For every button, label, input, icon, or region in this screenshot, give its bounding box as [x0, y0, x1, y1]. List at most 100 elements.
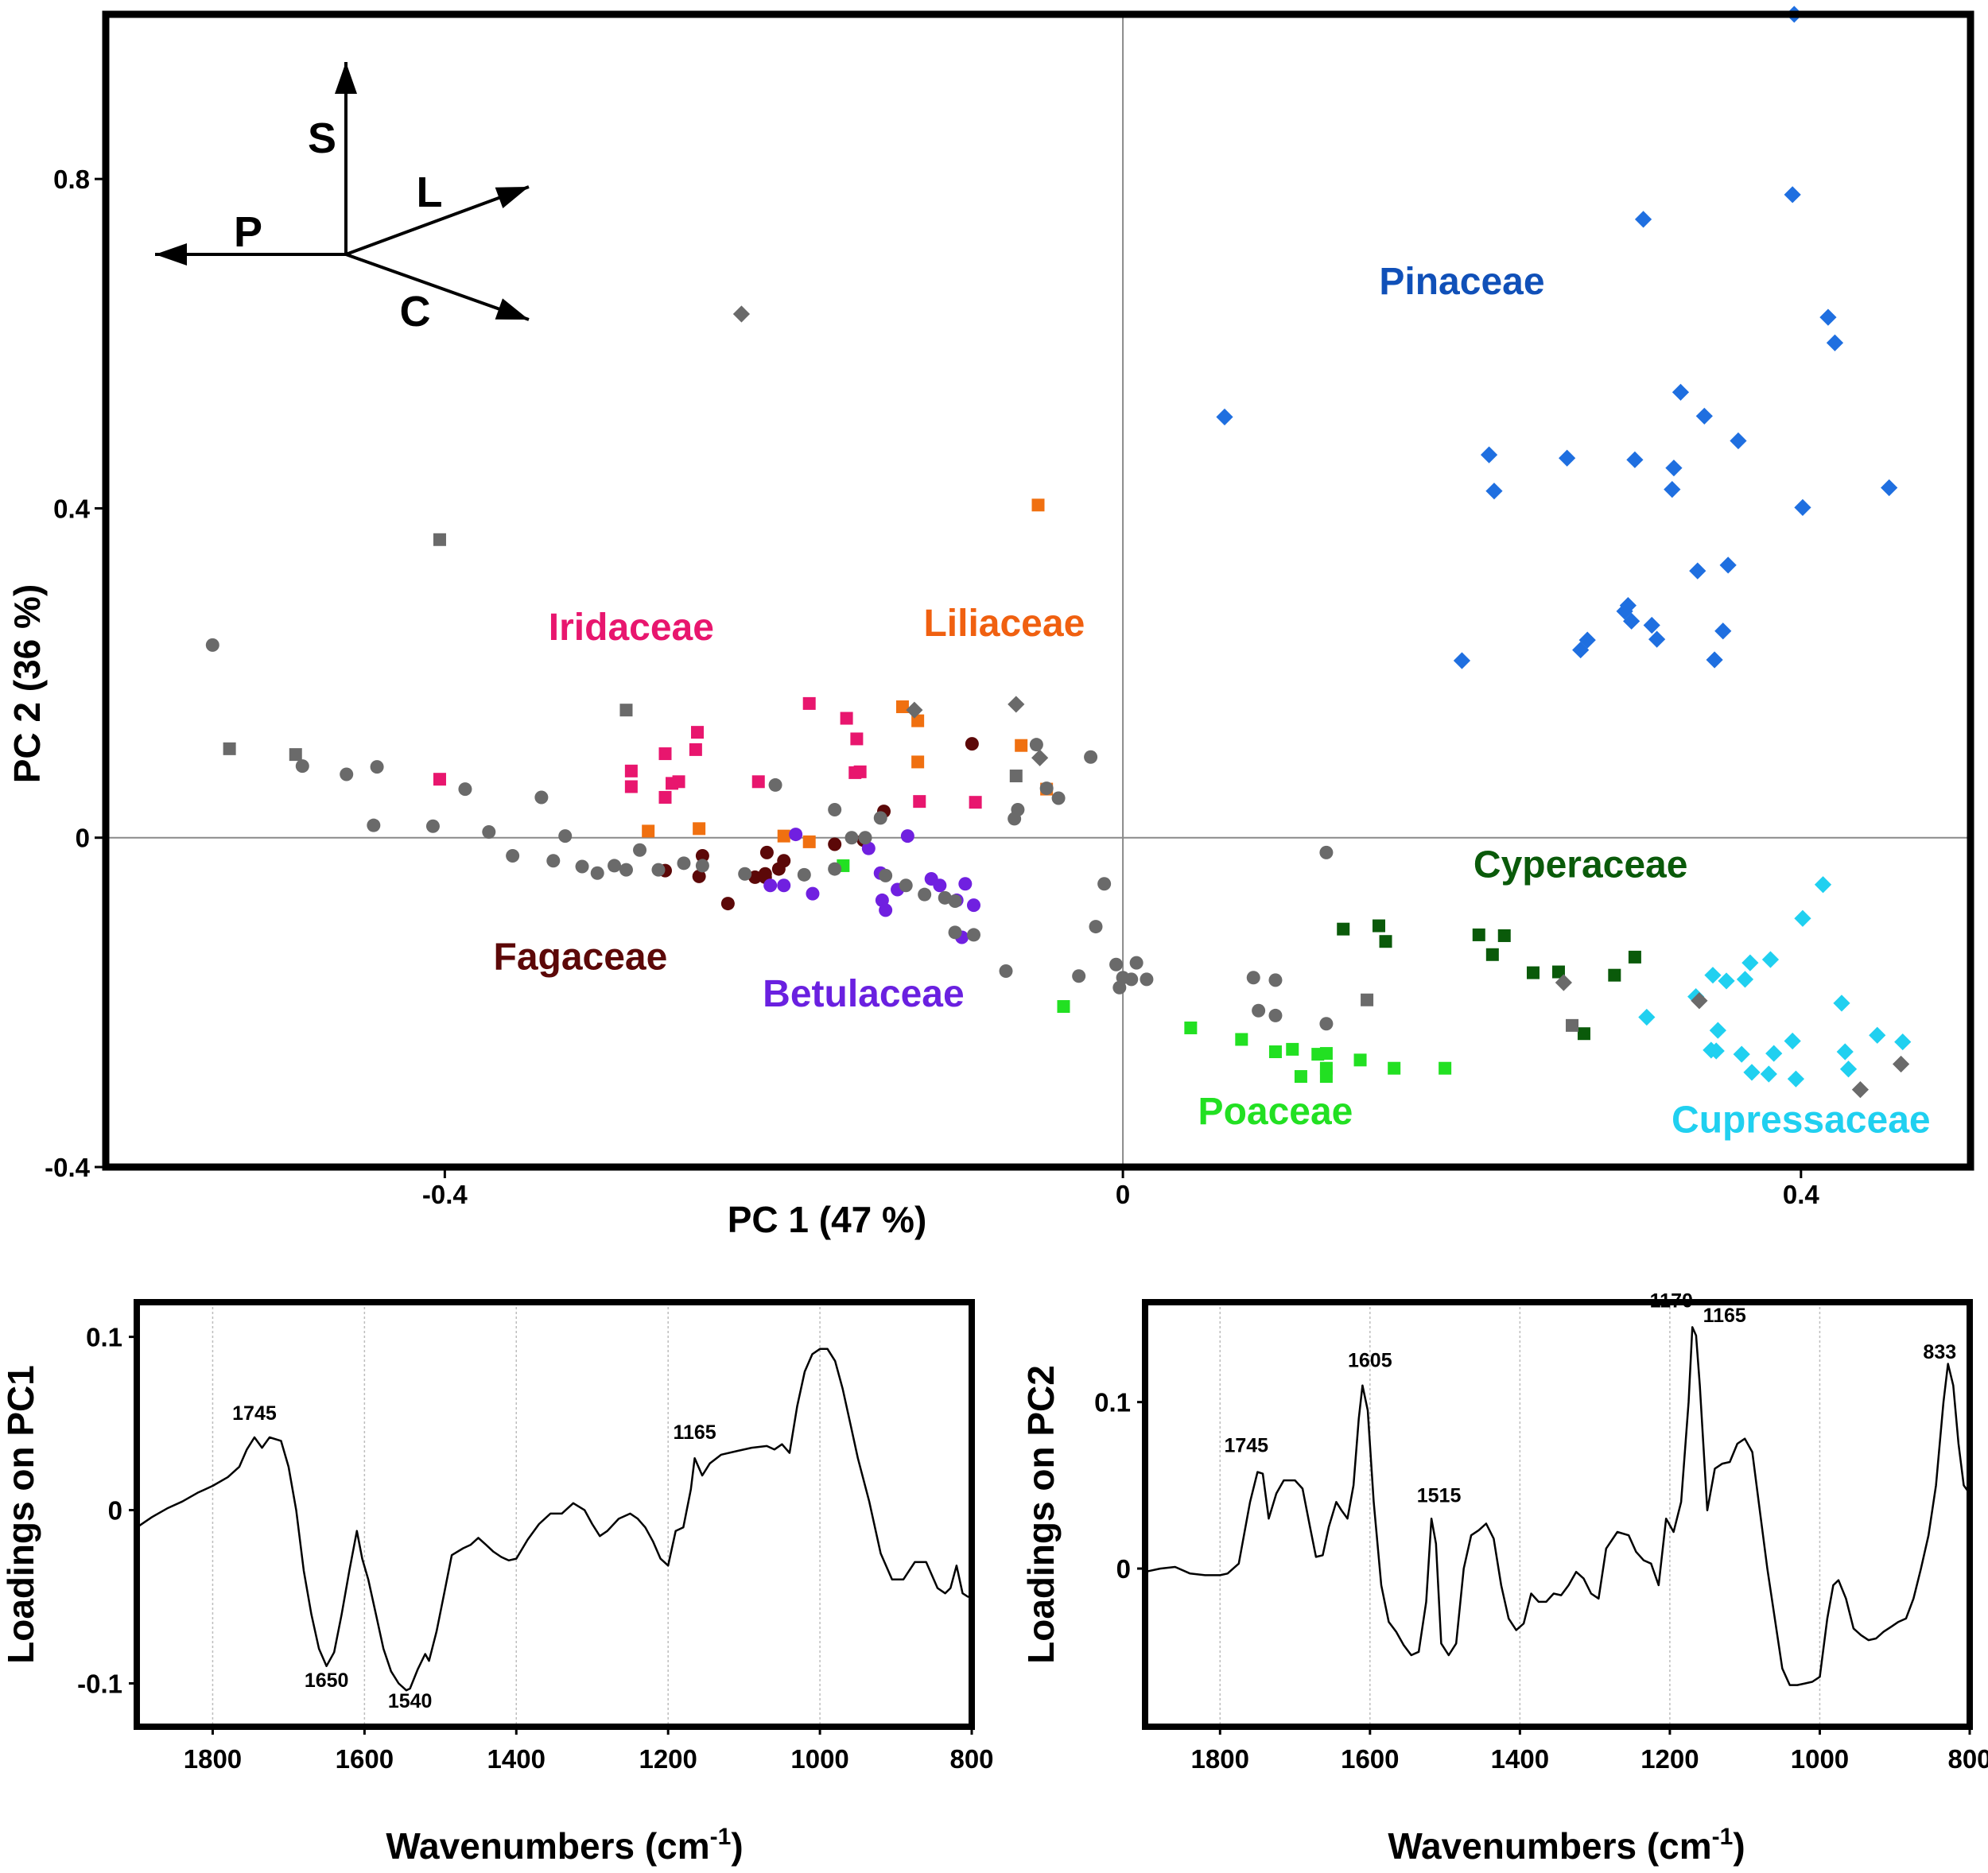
peak-label: 1540	[388, 1690, 433, 1712]
cupressaceae-point	[1736, 971, 1754, 988]
unassigned-point	[1892, 1055, 1910, 1073]
x-tick-label: 1800	[184, 1744, 242, 1774]
pinaceae-point	[1881, 479, 1898, 497]
x-tick-label: 1600	[336, 1744, 394, 1774]
pinaceae-point	[1648, 630, 1666, 648]
y-tick-label: -0.4	[45, 1153, 91, 1182]
cupressaceae-point	[1743, 1064, 1761, 1081]
cupressaceae-point	[1761, 951, 1780, 968]
unassigned-point	[732, 305, 751, 323]
iridaceae-point	[840, 712, 853, 725]
poaceae-point	[1268, 1045, 1282, 1058]
liliaceae-point	[802, 835, 816, 848]
fagaceae-point	[828, 837, 842, 851]
unassigned-point	[1011, 803, 1025, 816]
cyperaceae-point	[1379, 935, 1392, 948]
cupressaceae-point	[1833, 995, 1850, 1012]
fagaceae-point	[720, 897, 735, 911]
unassigned-point	[590, 866, 604, 880]
pinaceae-point	[1665, 460, 1683, 477]
y-tick-label: 0	[108, 1496, 122, 1526]
unassigned-point	[1008, 696, 1025, 713]
poaceae-point	[1294, 1070, 1307, 1084]
unassigned-point	[205, 638, 219, 652]
pinaceae-point	[1672, 383, 1690, 401]
unassigned-point	[1072, 969, 1086, 983]
unassigned-point	[1039, 781, 1054, 796]
y-axis-label: Loadings on PC1	[0, 1365, 41, 1664]
poaceae-point	[1319, 1047, 1333, 1061]
iridaceae-point	[969, 796, 982, 809]
x-tick-label: 1600	[1341, 1744, 1399, 1774]
peak-label: 1165	[673, 1421, 716, 1444]
unassigned-point	[619, 704, 633, 717]
liliaceae-point	[911, 755, 925, 769]
unassigned-point	[1566, 1018, 1579, 1032]
unassigned-point	[534, 790, 549, 805]
y-tick-label: 0.1	[86, 1323, 122, 1352]
biplot-label-l: L	[417, 169, 443, 216]
poaceae-point	[1319, 1070, 1333, 1084]
biplot-arrow-c-head	[495, 298, 529, 320]
pinaceae-point	[1695, 407, 1713, 425]
x-tick-label: 800	[949, 1744, 993, 1774]
unassigned-point	[858, 831, 872, 845]
fagaceae-point	[695, 849, 709, 863]
pc1-frame	[134, 1299, 975, 1730]
scores-plot-frame	[102, 10, 1974, 1171]
cupressaceae-point	[1760, 1065, 1777, 1083]
unassigned-point	[768, 778, 782, 792]
unassigned-point	[677, 856, 691, 871]
x-tick-label: 1200	[1640, 1744, 1699, 1774]
poaceae-point	[1057, 1000, 1070, 1014]
x-axis-label: PC 1 (47 %)	[728, 1199, 927, 1240]
unassigned-point	[433, 533, 446, 546]
pinaceae-point	[1643, 616, 1660, 634]
y-tick-label: -0.1	[77, 1669, 122, 1699]
poaceae-point	[1388, 1061, 1401, 1075]
unassigned-point	[1246, 971, 1260, 985]
unassigned-point	[1361, 993, 1374, 1006]
liliaceae-label: Liliaceae	[923, 603, 1085, 645]
unassigned-point	[1009, 770, 1023, 783]
biplot-arrow-s-head	[335, 62, 357, 94]
biplot-arrow-l-head	[495, 187, 529, 208]
poaceae-point	[1235, 1033, 1248, 1046]
pinaceae-point	[1572, 641, 1590, 659]
cupressaceae-label: Cupressaceae	[1672, 1099, 1931, 1142]
pinaceae-point	[1559, 449, 1576, 467]
cyperaceae-point	[1526, 966, 1540, 979]
peak-label: 1165	[1703, 1305, 1746, 1327]
pinaceae-point	[1730, 432, 1747, 450]
poaceae-label: Poaceae	[1198, 1091, 1353, 1133]
unassigned-point	[873, 811, 887, 825]
unassigned-point	[1140, 972, 1154, 987]
cupressaceae-point	[1765, 1045, 1783, 1062]
pinaceae-point	[1453, 652, 1471, 669]
biplot-arrow-l	[345, 185, 530, 256]
unassigned-point	[828, 862, 842, 876]
cupressaceae-point	[1638, 1008, 1656, 1026]
x-tick-label: 0	[1116, 1180, 1130, 1209]
biplot-arrow-c	[345, 253, 530, 321]
unassigned-point	[1851, 1081, 1870, 1099]
y-axis-label: PC 2 (36 %)	[6, 584, 48, 784]
unassigned-point	[1029, 738, 1043, 752]
cupressaceae-point	[1733, 1045, 1750, 1063]
unassigned-point	[1268, 1008, 1283, 1022]
pinaceae-label: Pinaceae	[1379, 261, 1544, 303]
unassigned-point	[506, 849, 520, 863]
biplot-arrow-p-head	[155, 243, 187, 266]
liliaceae-point	[1015, 739, 1028, 752]
iridaceae-point	[433, 773, 446, 786]
cyperaceae-label: Cyperaceae	[1474, 843, 1688, 886]
pinaceae-point	[1794, 498, 1811, 516]
peak-label: 1605	[1348, 1350, 1392, 1372]
liliaceae-point	[693, 822, 706, 836]
pinaceae-point	[1664, 481, 1681, 498]
unassigned-point	[458, 782, 472, 797]
fagaceae-point	[747, 870, 762, 884]
cupressaceae-point	[1794, 909, 1811, 927]
x-tick-label: 1000	[790, 1744, 848, 1774]
